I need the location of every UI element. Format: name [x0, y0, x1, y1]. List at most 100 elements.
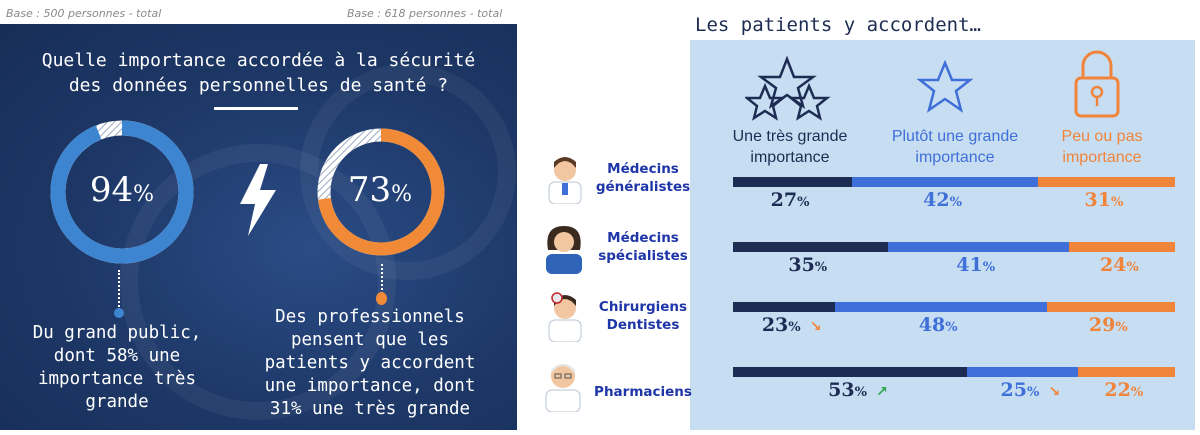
bar-segment-low — [1037, 177, 1175, 187]
public-description-line: grande — [85, 392, 149, 412]
bar-segment-very-high — [733, 302, 835, 312]
public-connector-dot — [114, 308, 124, 318]
professionals-description-line: Des professionnels — [275, 307, 465, 327]
bar-value-unit: % — [982, 260, 996, 275]
category-label-line: Chirurgiens — [598, 299, 688, 315]
bar-segment-rather-high — [852, 177, 1038, 187]
bar-value-number: 53 — [828, 379, 855, 401]
question-line-1: Quelle importance accordée à la sécurité — [41, 50, 476, 71]
specialist-avatar-icon — [546, 226, 582, 274]
title-divider — [214, 107, 298, 110]
bar-value-number: 22 — [1104, 379, 1131, 401]
bar-value-label: 24% — [1100, 254, 1139, 276]
public-description-line: dont 58% une — [53, 346, 181, 366]
category-label-line: Médecins — [607, 230, 679, 246]
column-label-line: importance — [915, 149, 995, 166]
bar-value-unit: % — [945, 320, 958, 335]
bar-value-number: 27 — [770, 189, 798, 211]
bar-value-unit: % — [854, 385, 867, 400]
professionals-percentage: 73% — [320, 170, 440, 210]
lightning-bolt-icon — [240, 164, 276, 236]
bar-segment-low — [1077, 367, 1175, 377]
column-label-rather-high: Plutôt une grande importance — [870, 126, 1040, 168]
column-label-line: Une très grande — [732, 128, 848, 145]
star-icon — [917, 60, 973, 113]
bar-value-unit: % — [1130, 385, 1144, 400]
bar-value-unit: % — [1026, 385, 1040, 400]
bar-value-number: 35 — [788, 254, 815, 276]
category-label-line: Médecins — [607, 161, 679, 177]
professionals-donut-ring — [317, 128, 445, 256]
public-description-line: Du grand public, — [32, 323, 202, 343]
bar-value-unit: % — [814, 260, 828, 275]
bar-value-unit: % — [949, 195, 962, 210]
doctor-avatar-icon — [548, 157, 582, 204]
padlock-icon — [1074, 50, 1120, 118]
left-infographic-panel: Quelle importance accordée à la sécurité… — [0, 24, 517, 430]
bar-segment-rather-high — [834, 302, 1047, 312]
column-label-line: Peu ou pas — [1061, 128, 1143, 145]
question-line-2: des données personnelles de santé ? — [68, 75, 449, 96]
bar-value-label: 48% — [919, 314, 958, 336]
category-label: Pharmaciens — [578, 383, 708, 401]
bar-value-label: 25% — [1001, 379, 1040, 401]
category-label: Médecins spécialistes — [578, 229, 708, 265]
bar-segment-low — [1046, 302, 1175, 312]
dentist-avatar-icon — [548, 292, 582, 342]
bar-value-label: 42% — [923, 189, 962, 211]
bar-segment-very-high — [733, 242, 888, 252]
bar-value-unit: % — [797, 195, 810, 210]
public-description-line: importance très — [37, 369, 197, 389]
public-description: Du grand public, dont 58% une importance… — [12, 322, 222, 414]
column-label-line: importance — [750, 149, 830, 166]
public-percentage-unit: % — [133, 182, 155, 207]
right-chart-title: Les patients y accordent… — [695, 14, 981, 36]
column-label-line: importance — [1062, 149, 1142, 166]
category-label-line: Dentistes — [606, 317, 680, 333]
bar-value-label: 53% — [828, 379, 867, 401]
base-note-left: Base : 500 personnes - total — [6, 7, 162, 20]
category-label-line: spécialistes — [598, 248, 688, 264]
bar-value-label: 23% — [762, 314, 801, 336]
trend-up-arrow-icon: ↗ — [876, 384, 888, 400]
professionals-description-line: pensent que les — [290, 330, 450, 350]
public-donut-ring — [50, 120, 194, 264]
bar-segment-very-high — [733, 177, 853, 187]
ring-progress-public — [50, 120, 194, 264]
bar-value-number: 48 — [918, 314, 946, 336]
question-title: Quelle importance accordée à la sécurité… — [0, 48, 517, 98]
bar-value-label: 31% — [1084, 189, 1123, 211]
bar-value-label: 35% — [788, 254, 827, 276]
professionals-percentage-unit: % — [391, 182, 413, 207]
category-label: Chirurgiens Dentistes — [578, 298, 708, 334]
bar-value-number: 42 — [923, 189, 950, 211]
bar-value-label: 41% — [956, 254, 995, 276]
professionals-description-line: une importance, dont — [264, 376, 476, 396]
category-label: Médecins généralistes — [578, 160, 708, 196]
two-stars-icon — [745, 56, 831, 121]
bar-value-unit: % — [1115, 320, 1128, 335]
bar-value-number: 31 — [1084, 189, 1111, 211]
bar-value-label: 27% — [771, 189, 810, 211]
bar-segment-low — [1068, 242, 1175, 252]
trend-down-arrow-icon: ↘ — [809, 319, 822, 335]
column-label-very-high: Une très grande importance — [715, 126, 865, 168]
bar-segment-rather-high — [967, 367, 1078, 377]
column-label-line: Plutôt une grande — [891, 128, 1019, 145]
public-percentage: 94% — [62, 170, 182, 210]
public-percentage-number: 94 — [89, 170, 134, 210]
ring-progress-professionals — [317, 128, 445, 256]
trend-down-arrow-icon: ↘ — [1048, 384, 1061, 400]
bar-value-number: 24 — [1099, 254, 1127, 276]
bar-segment-very-high — [733, 367, 968, 377]
bar-value-unit: % — [1126, 260, 1139, 275]
bar-value-label: 22% — [1104, 379, 1143, 401]
bar-value-number: 23 — [761, 314, 789, 336]
column-label-low: Peu ou pas importance — [1043, 126, 1161, 168]
bar-value-number: 29 — [1088, 314, 1116, 336]
bar-value-unit: % — [788, 320, 801, 335]
category-label-line: généralistes — [595, 179, 691, 195]
professionals-description-line: patients y accordent — [264, 353, 476, 373]
public-connector-line — [118, 270, 120, 310]
professionals-percentage-number: 73 — [347, 170, 392, 210]
